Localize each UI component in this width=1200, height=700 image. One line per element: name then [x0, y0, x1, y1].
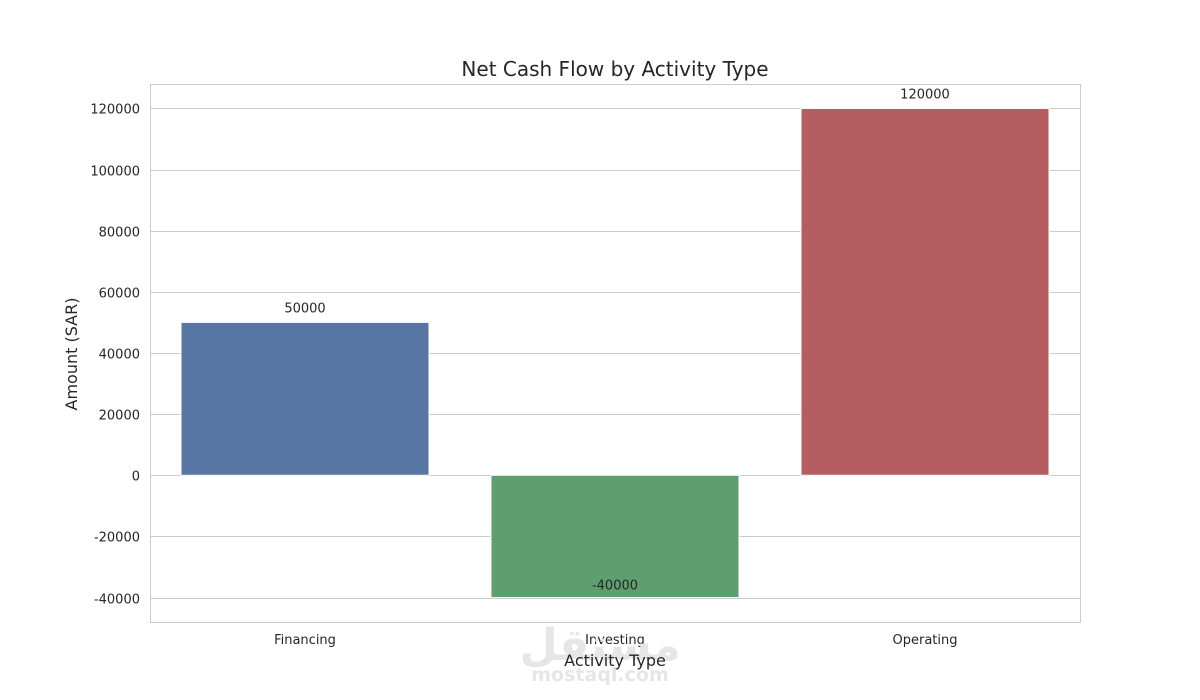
- y-tick-label: 60000: [99, 287, 140, 302]
- y-tick-labels: -40000 -20000 0 20000 40000 60000 80000 100000 1…: [90, 103, 140, 608]
- x-tick-labels: Financing Investing Operating: [274, 633, 957, 648]
- y-tick-label: 80000: [99, 226, 140, 241]
- y-axis-label: Amount (SAR): [62, 298, 81, 411]
- data-label-investing: -40000: [592, 579, 638, 594]
- x-tick-label: Operating: [893, 633, 958, 648]
- x-tick-label: Investing: [585, 633, 645, 648]
- data-label-operating: 120000: [900, 87, 950, 102]
- bars: [180, 107, 1050, 599]
- y-tick-label: 120000: [90, 103, 140, 118]
- x-tick-label: Financing: [274, 633, 336, 648]
- watermark-latin: mostaql.com: [531, 664, 669, 686]
- bar-financing: [180, 321, 430, 476]
- chart-title: Net Cash Flow by Activity Type: [461, 57, 768, 81]
- watermark-arabic: مستقل: [520, 620, 681, 671]
- watermark-logo: مستقل mostaql.com: [520, 620, 681, 686]
- y-tick-label: 100000: [90, 165, 140, 180]
- y-tick-label: 0: [132, 470, 140, 485]
- x-axis-label: Activity Type: [564, 651, 666, 670]
- bar-investing: [490, 474, 740, 599]
- y-tick-label: -20000: [94, 531, 140, 546]
- plot-frame: [150, 84, 1081, 623]
- y-tick-label: -40000: [94, 593, 140, 608]
- y-tick-label: 20000: [99, 409, 140, 424]
- data-labels: 50000 -40000 120000: [284, 87, 950, 593]
- bar-operating: [800, 107, 1050, 476]
- data-label-financing: 50000: [284, 301, 325, 316]
- y-tick-label: 40000: [99, 348, 140, 363]
